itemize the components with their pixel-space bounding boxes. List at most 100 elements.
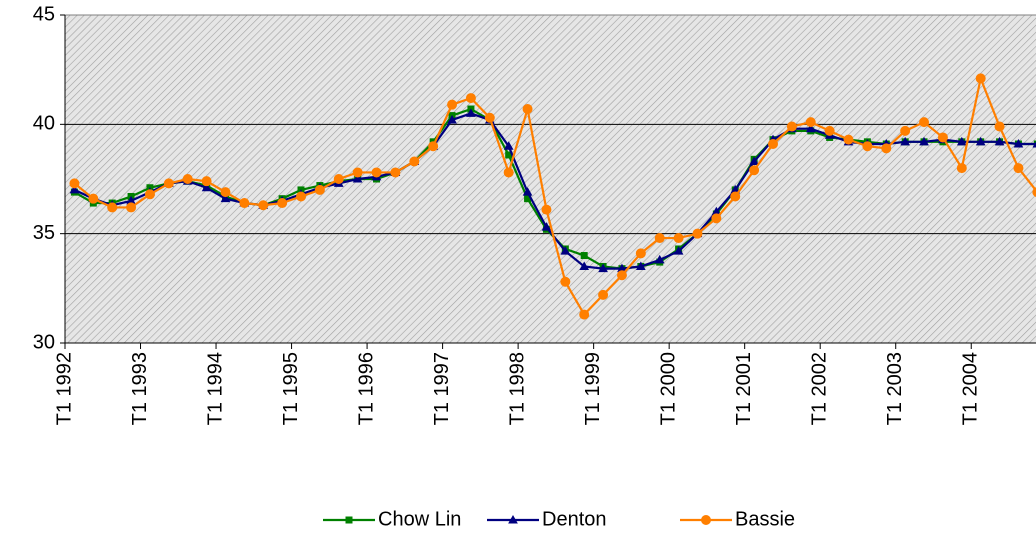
data-point — [277, 198, 288, 209]
plot-area — [64, 14, 1036, 344]
data-point — [560, 276, 571, 287]
data-point — [126, 202, 137, 213]
data-point — [428, 141, 439, 152]
data-point — [900, 136, 911, 146]
data-point — [1032, 141, 1036, 148]
data-point — [730, 191, 741, 202]
x-tick-label: T1 1996 — [355, 352, 377, 425]
data-point — [1013, 163, 1024, 174]
data-point — [1032, 187, 1036, 197]
data-point — [333, 174, 344, 184]
data-point — [541, 204, 552, 215]
data-point — [314, 184, 325, 195]
data-point — [201, 176, 212, 187]
data-point — [768, 139, 778, 150]
data-point — [805, 123, 816, 133]
x-tick-label: T1 2001 — [733, 352, 755, 425]
data-point — [239, 198, 250, 209]
series-line — [73, 112, 1036, 270]
data-point — [673, 233, 684, 244]
data-point — [144, 189, 155, 200]
x-tick-label: T1 2003 — [884, 352, 906, 425]
data-point — [522, 187, 533, 196]
data-point — [503, 167, 514, 178]
data-point — [201, 182, 212, 192]
x-tick-label: T1 2000 — [657, 352, 679, 425]
data-point — [579, 261, 590, 270]
x-tick-label: T1 1992 — [53, 352, 75, 425]
data-point — [579, 309, 590, 320]
data-point — [522, 104, 533, 115]
data-point — [919, 136, 929, 146]
x-tick-label: T1 1997 — [431, 352, 453, 425]
data-point — [711, 213, 722, 224]
data-point — [673, 246, 684, 255]
y-tick-label: 40 — [33, 113, 55, 135]
data-point — [484, 112, 495, 123]
legend-marker — [701, 515, 711, 525]
legend-marker — [345, 516, 353, 524]
data-point — [994, 136, 1005, 146]
x-tick-label: T1 1993 — [129, 352, 151, 425]
data-point — [352, 173, 363, 183]
data-point — [616, 270, 627, 281]
data-point — [786, 121, 797, 132]
data-point — [503, 141, 514, 150]
data-point — [466, 108, 476, 117]
plot-layer: 30 35 40 45 T1 1992 T1 1993 T1 1994 T1 1995 T1 1… — [33, 3, 1036, 425]
y-tick-label: 35 — [33, 222, 55, 244]
data-point — [163, 178, 174, 189]
data-point — [975, 136, 986, 146]
data-point — [220, 187, 231, 198]
x-tick-label: T1 2002 — [808, 352, 830, 425]
legend-label: Bassie — [735, 508, 795, 530]
data-point — [541, 222, 552, 231]
data-point — [598, 263, 608, 273]
data-point — [465, 93, 476, 104]
data-point — [975, 73, 986, 84]
data-point — [560, 246, 571, 255]
data-point — [862, 141, 873, 152]
x-tick-label: T1 1994 — [204, 352, 226, 425]
x-tick-label: T1 2004 — [960, 352, 982, 425]
data-point — [692, 228, 703, 239]
data-point — [107, 202, 118, 213]
data-point — [598, 289, 609, 300]
data-point — [371, 167, 382, 178]
data-point — [69, 184, 80, 194]
data-point — [447, 114, 457, 124]
data-point — [956, 163, 967, 174]
legend-marker — [508, 514, 518, 524]
data-point — [824, 125, 835, 136]
y-tick-label: 30 — [33, 331, 55, 353]
data-point — [635, 261, 646, 270]
data-point — [258, 200, 269, 211]
x-tick-label: T1 1999 — [582, 352, 604, 425]
data-point — [447, 99, 458, 110]
data-point — [881, 143, 892, 154]
data-point — [805, 117, 816, 128]
data-point — [296, 191, 306, 202]
x-tick-label: T1 1995 — [280, 352, 302, 425]
data-point — [937, 132, 948, 143]
data-point — [182, 174, 193, 184]
data-point — [654, 233, 665, 244]
data-point — [69, 178, 80, 189]
data-point — [1013, 139, 1024, 148]
data-point — [390, 167, 401, 178]
data-point — [220, 193, 231, 203]
data-point — [919, 117, 930, 128]
data-point — [352, 167, 363, 178]
data-point — [843, 134, 854, 145]
series-line — [73, 74, 1036, 317]
data-point — [409, 156, 420, 167]
data-point — [88, 193, 99, 204]
data-point — [749, 165, 760, 176]
data-point — [654, 254, 665, 264]
y-tick-label: 45 — [33, 3, 55, 25]
legend-label: Denton — [542, 508, 607, 530]
data-point — [635, 248, 646, 259]
data-point — [580, 252, 588, 260]
legend-label: Chow Lin — [378, 508, 461, 530]
x-tick-label: T1 1998 — [506, 352, 528, 425]
